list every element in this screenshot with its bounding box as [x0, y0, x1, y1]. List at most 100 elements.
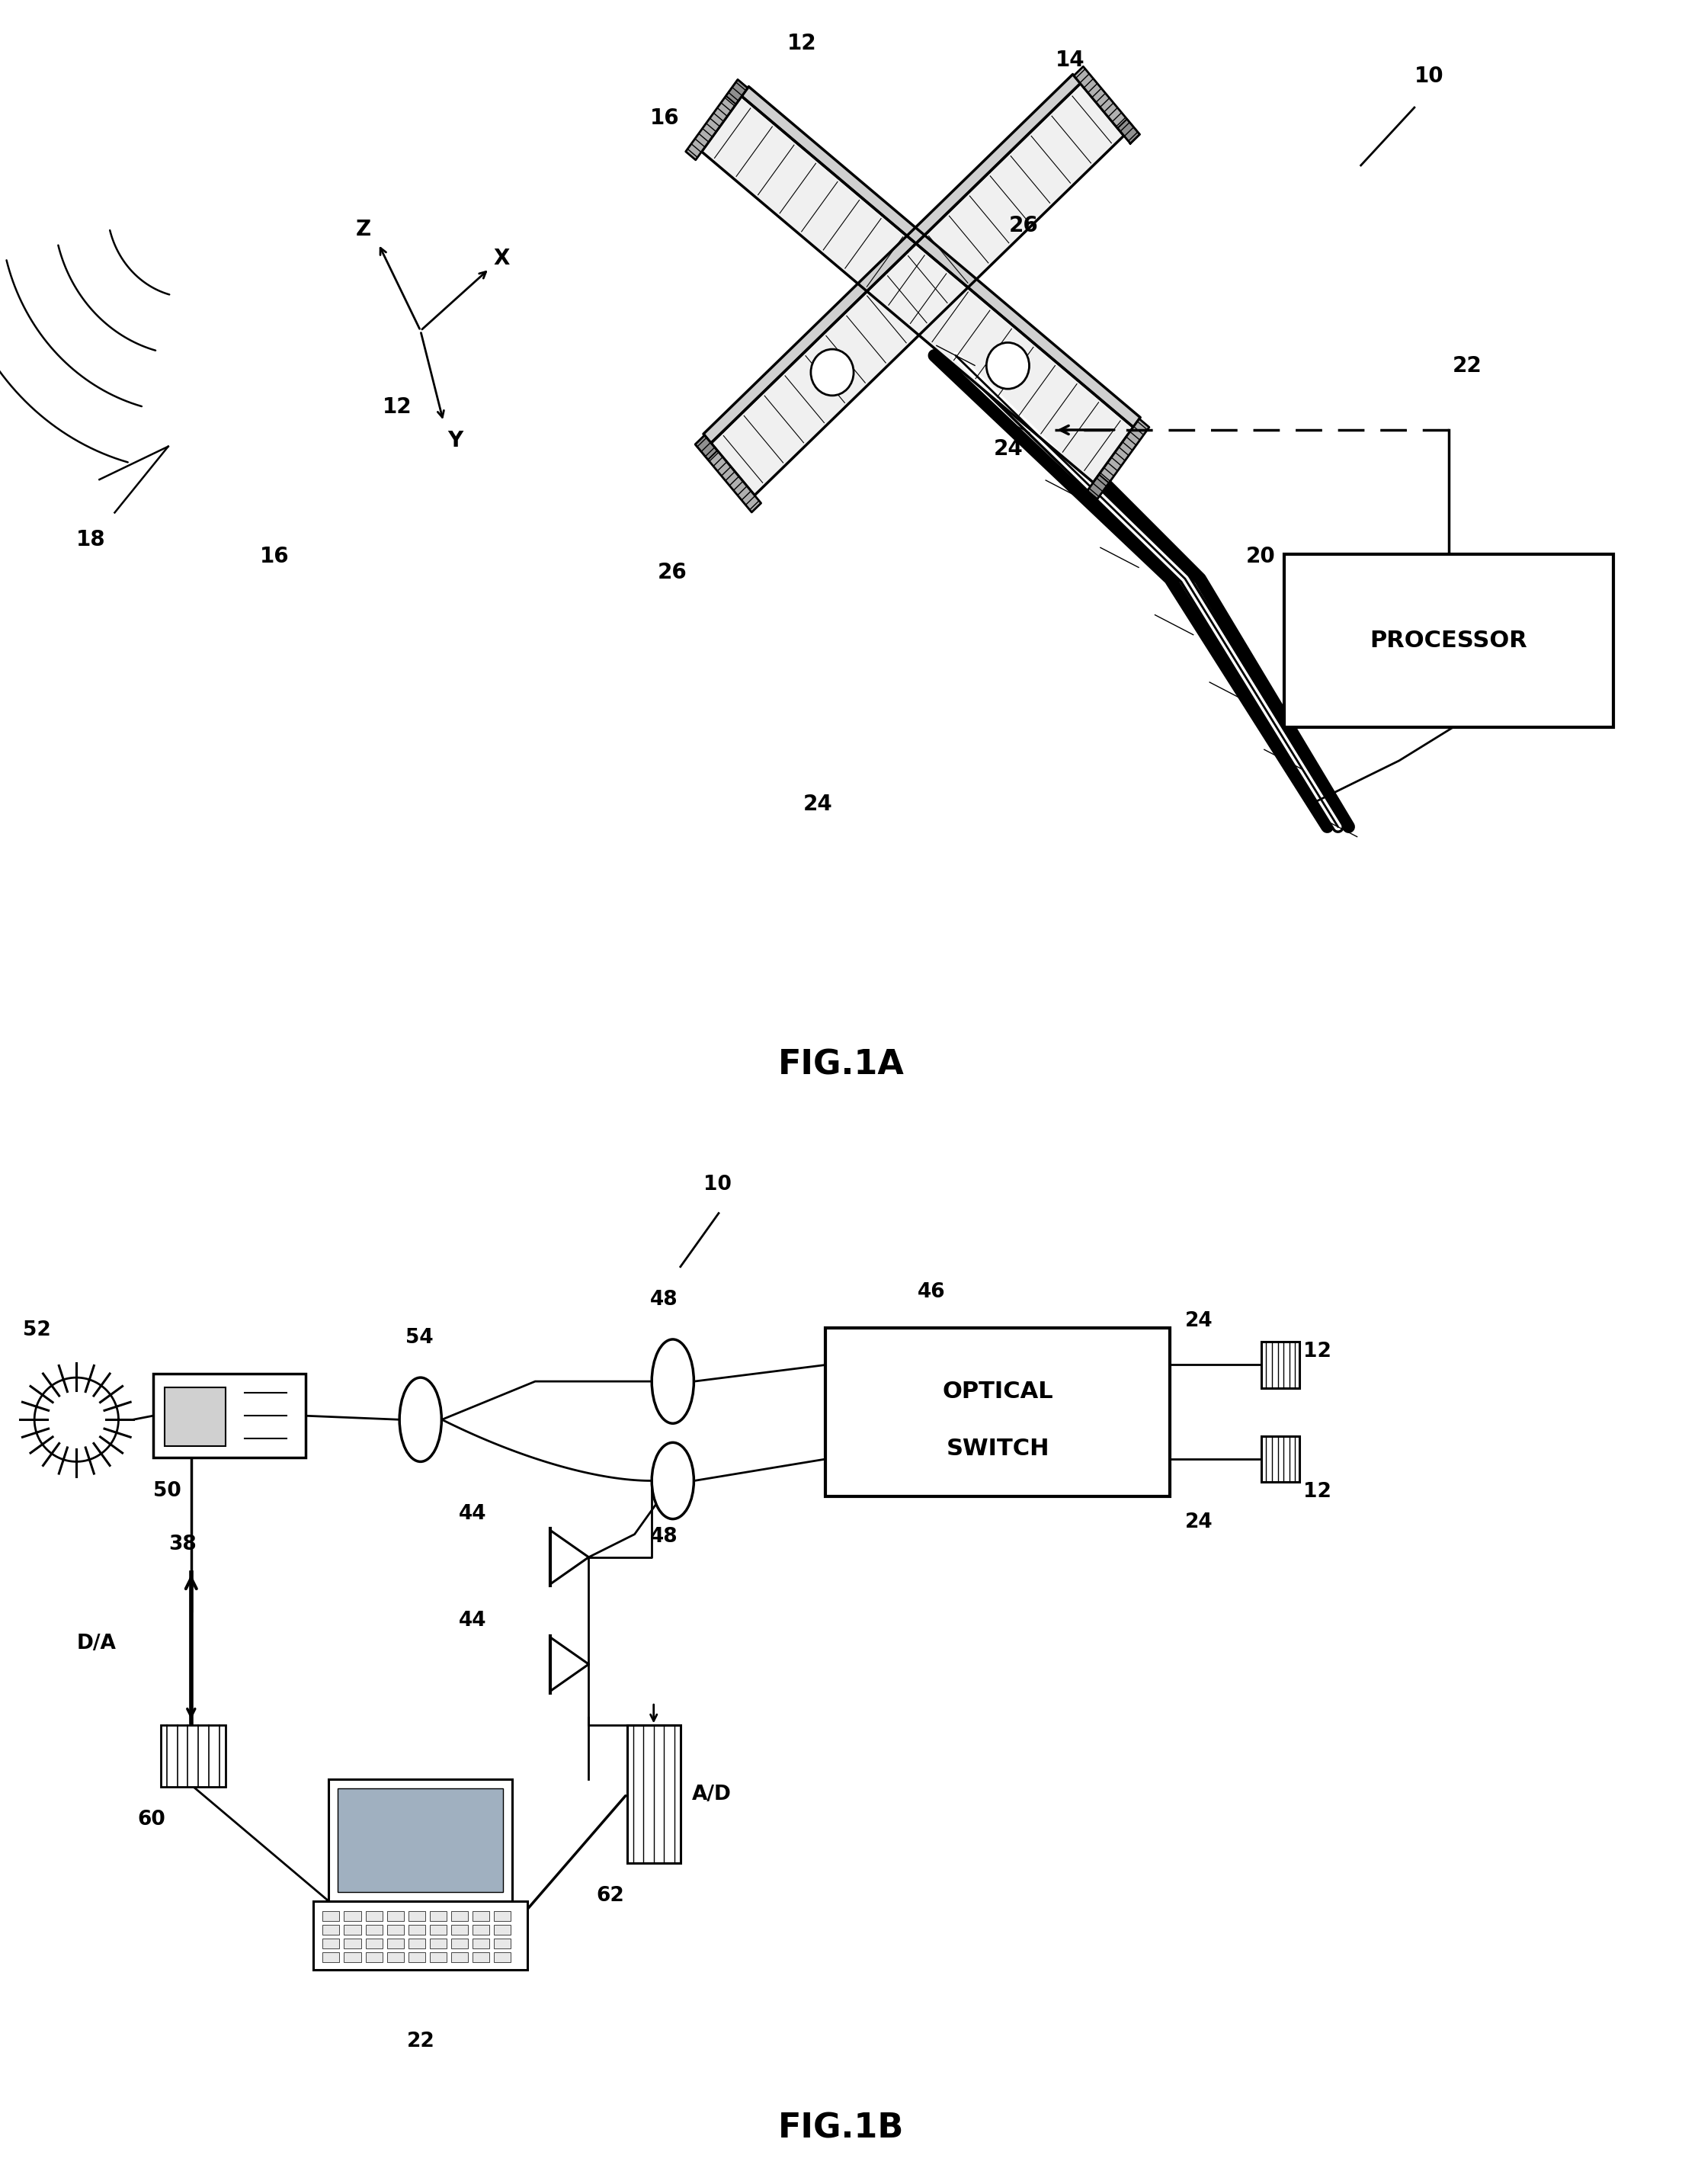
FancyBboxPatch shape: [495, 1911, 511, 1922]
FancyBboxPatch shape: [826, 1328, 1169, 1496]
Text: 10: 10: [703, 1175, 732, 1195]
Text: 26: 26: [658, 561, 686, 583]
FancyBboxPatch shape: [323, 1952, 340, 1961]
Text: 22: 22: [1453, 356, 1482, 376]
FancyBboxPatch shape: [429, 1911, 446, 1922]
FancyBboxPatch shape: [323, 1911, 340, 1922]
Ellipse shape: [653, 1441, 695, 1520]
Text: Z: Z: [355, 218, 370, 240]
Text: 12: 12: [1304, 1483, 1332, 1503]
Text: SWITCH: SWITCH: [945, 1437, 1050, 1461]
Text: 14: 14: [1055, 50, 1085, 70]
Text: 54: 54: [405, 1328, 434, 1348]
FancyBboxPatch shape: [365, 1939, 382, 1948]
FancyBboxPatch shape: [313, 1900, 528, 1970]
FancyBboxPatch shape: [153, 1374, 306, 1459]
FancyBboxPatch shape: [365, 1924, 382, 1935]
Text: 12: 12: [787, 33, 817, 55]
FancyBboxPatch shape: [429, 1939, 446, 1948]
Text: 24: 24: [1186, 1310, 1213, 1332]
Text: 24: 24: [1186, 1514, 1213, 1533]
FancyBboxPatch shape: [387, 1924, 404, 1935]
FancyBboxPatch shape: [451, 1939, 468, 1948]
FancyBboxPatch shape: [409, 1952, 426, 1961]
Text: 48: 48: [649, 1527, 678, 1546]
Text: 16: 16: [261, 546, 289, 568]
FancyBboxPatch shape: [387, 1911, 404, 1922]
Text: 18: 18: [76, 529, 106, 550]
FancyBboxPatch shape: [451, 1911, 468, 1922]
Text: 38: 38: [168, 1535, 197, 1555]
Text: X: X: [493, 247, 510, 269]
Text: 12: 12: [382, 397, 412, 417]
Text: 46: 46: [917, 1282, 945, 1302]
Text: 26: 26: [1009, 214, 1039, 236]
Text: 52: 52: [24, 1321, 50, 1341]
FancyBboxPatch shape: [345, 1939, 362, 1948]
Text: 24: 24: [994, 439, 1023, 459]
FancyBboxPatch shape: [338, 1789, 503, 1891]
Text: PROCESSOR: PROCESSOR: [1371, 629, 1527, 651]
Polygon shape: [1087, 474, 1108, 500]
Text: 24: 24: [802, 793, 833, 815]
Polygon shape: [1073, 66, 1140, 144]
FancyBboxPatch shape: [409, 1911, 426, 1922]
Polygon shape: [550, 1638, 589, 1690]
FancyBboxPatch shape: [473, 1924, 489, 1935]
Polygon shape: [727, 79, 748, 105]
FancyBboxPatch shape: [387, 1952, 404, 1961]
Polygon shape: [695, 435, 717, 459]
FancyBboxPatch shape: [495, 1952, 511, 1961]
FancyBboxPatch shape: [323, 1939, 340, 1948]
FancyBboxPatch shape: [365, 1952, 382, 1961]
FancyBboxPatch shape: [409, 1939, 426, 1948]
Text: 10: 10: [1415, 66, 1443, 87]
Text: 50: 50: [153, 1481, 182, 1500]
Text: FIG.1B: FIG.1B: [779, 2112, 903, 2145]
Text: 44: 44: [459, 1505, 486, 1524]
Text: OPTICAL: OPTICAL: [942, 1380, 1053, 1402]
FancyBboxPatch shape: [473, 1911, 489, 1922]
Polygon shape: [711, 83, 1124, 496]
Text: Y: Y: [447, 430, 463, 452]
Text: 44: 44: [459, 1612, 486, 1631]
Text: 22: 22: [407, 2031, 434, 2051]
FancyBboxPatch shape: [1285, 555, 1613, 727]
FancyBboxPatch shape: [165, 1387, 225, 1446]
Text: 62: 62: [597, 1887, 624, 1907]
Text: A/D: A/D: [691, 1784, 732, 1804]
FancyBboxPatch shape: [345, 1952, 362, 1961]
FancyBboxPatch shape: [429, 1924, 446, 1935]
FancyBboxPatch shape: [345, 1924, 362, 1935]
FancyBboxPatch shape: [495, 1939, 511, 1948]
FancyBboxPatch shape: [328, 1778, 513, 1900]
FancyBboxPatch shape: [429, 1952, 446, 1961]
FancyBboxPatch shape: [160, 1725, 225, 1787]
Text: 60: 60: [138, 1811, 165, 1830]
FancyBboxPatch shape: [365, 1911, 382, 1922]
Polygon shape: [1087, 419, 1149, 500]
FancyBboxPatch shape: [387, 1939, 404, 1948]
FancyBboxPatch shape: [409, 1924, 426, 1935]
FancyBboxPatch shape: [451, 1924, 468, 1935]
FancyBboxPatch shape: [451, 1952, 468, 1961]
Ellipse shape: [653, 1339, 695, 1424]
Polygon shape: [686, 79, 748, 159]
Text: 48: 48: [649, 1291, 678, 1310]
Polygon shape: [550, 1531, 589, 1583]
Polygon shape: [695, 435, 760, 513]
FancyBboxPatch shape: [495, 1924, 511, 1935]
Circle shape: [986, 343, 1029, 389]
FancyBboxPatch shape: [473, 1952, 489, 1961]
Polygon shape: [701, 96, 1134, 483]
Text: 20: 20: [1246, 546, 1275, 568]
FancyBboxPatch shape: [345, 1911, 362, 1922]
FancyBboxPatch shape: [323, 1924, 340, 1935]
FancyBboxPatch shape: [473, 1939, 489, 1948]
Text: FIG.1A: FIG.1A: [777, 1048, 905, 1081]
Text: 16: 16: [649, 107, 680, 129]
Circle shape: [811, 349, 854, 395]
FancyBboxPatch shape: [1262, 1341, 1300, 1387]
FancyBboxPatch shape: [1262, 1437, 1300, 1483]
Polygon shape: [1117, 120, 1140, 144]
